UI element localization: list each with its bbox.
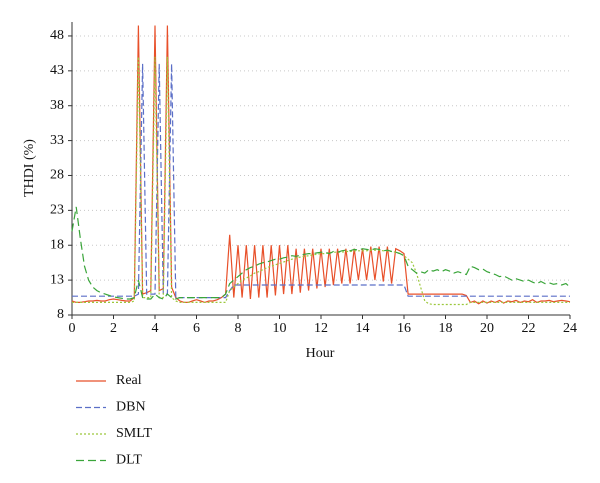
x-tick-label: 10 — [273, 321, 287, 336]
x-tick-label: 2 — [110, 321, 117, 336]
x-tick-label: 4 — [152, 321, 159, 336]
y-tick-label: 8 — [57, 307, 64, 322]
x-tick-label: 16 — [397, 321, 411, 336]
y-tick-label: 38 — [50, 98, 64, 113]
x-tick-label: 14 — [356, 321, 370, 336]
x-tick-label: 24 — [563, 321, 577, 336]
x-tick-label: 12 — [314, 321, 328, 336]
series-line — [72, 63, 570, 299]
y-tick-label: 18 — [50, 237, 64, 252]
x-tick-label: 0 — [69, 321, 76, 336]
y-tick-label: 43 — [50, 63, 64, 78]
series-line — [71, 206, 571, 300]
x-tick-label: 8 — [235, 321, 242, 336]
x-tick-label: 22 — [522, 321, 536, 336]
legend-label: DLT — [116, 453, 142, 468]
series-line — [71, 25, 571, 305]
y-tick-label: 48 — [50, 28, 64, 43]
series-line — [72, 56, 570, 306]
x-tick-label: 18 — [439, 321, 453, 336]
legend-label: DBN — [116, 400, 146, 415]
legend-label: SMLT — [116, 426, 153, 441]
x-axis-label: Hour — [306, 346, 335, 361]
x-tick-label: 6 — [193, 321, 200, 336]
y-tick-label: 13 — [50, 272, 64, 287]
y-axis-label: THDI (%) — [22, 139, 37, 197]
x-tick-label: 20 — [480, 321, 494, 336]
y-tick-label: 28 — [50, 168, 64, 183]
legend-label: Real — [116, 373, 142, 388]
y-tick-label: 33 — [50, 133, 64, 148]
y-tick-label: 23 — [50, 203, 64, 218]
